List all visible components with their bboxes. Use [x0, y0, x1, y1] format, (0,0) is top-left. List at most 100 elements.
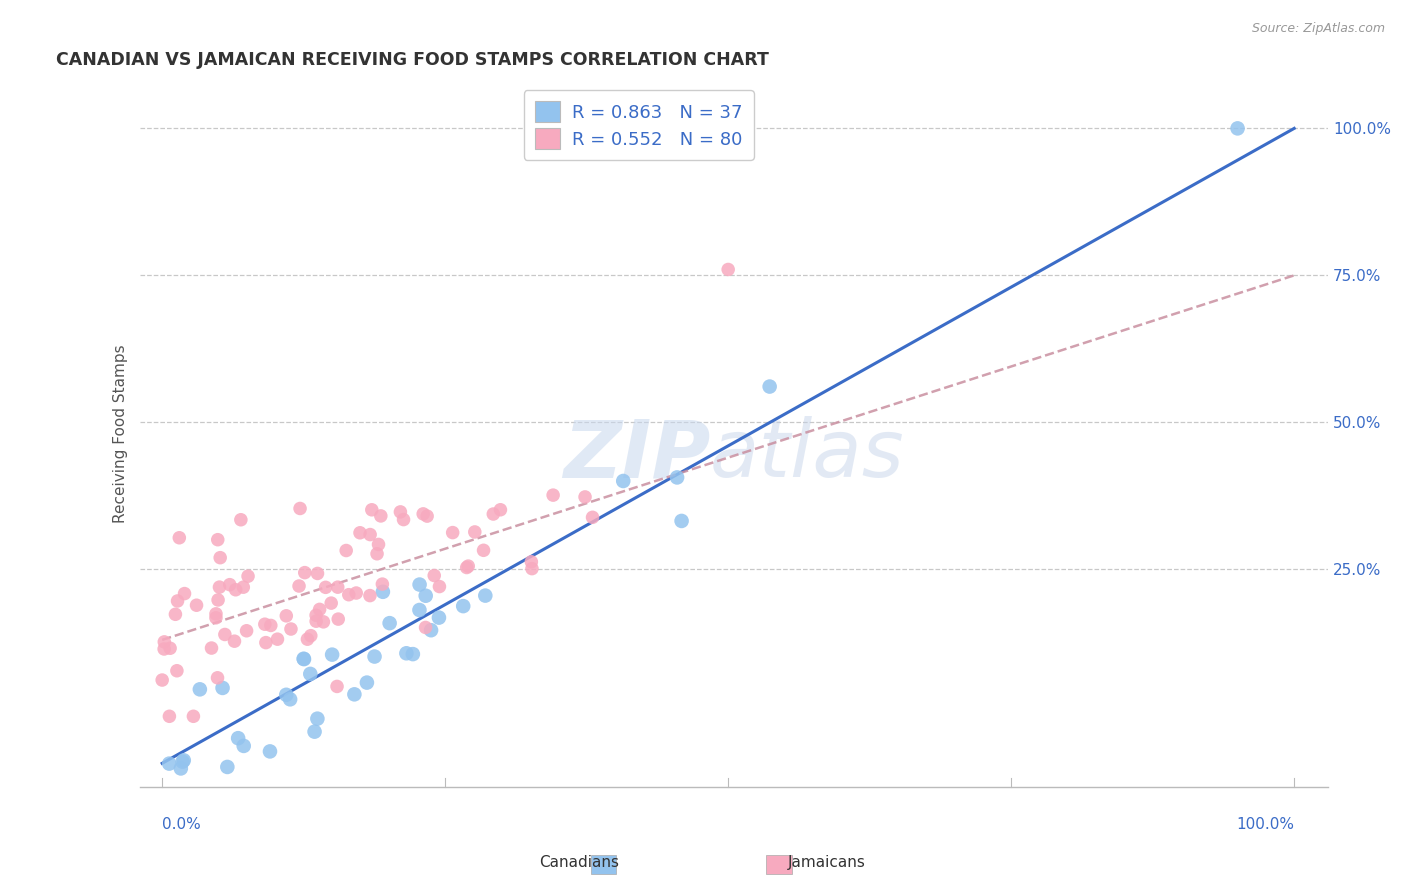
Point [451, 599, 474, 613]
Point [209, 550, 232, 565]
Point [456, 560, 478, 574]
Point [366, 547, 388, 561]
Point [236, 569, 259, 583]
Point [343, 687, 366, 701]
Point [280, 622, 302, 636]
Point [489, 502, 512, 516]
Point [214, 627, 236, 641]
Point [260, 618, 283, 632]
Point [441, 525, 464, 540]
Point [217, 760, 239, 774]
Point [188, 682, 211, 697]
Point [402, 647, 425, 661]
Point [205, 607, 228, 621]
Point [408, 603, 430, 617]
Point [349, 525, 371, 540]
Point [173, 753, 195, 767]
Point [166, 594, 188, 608]
Point [288, 501, 311, 516]
Point [415, 589, 437, 603]
Point [299, 667, 322, 681]
Point [200, 641, 222, 656]
Point [224, 634, 246, 648]
Point [321, 648, 343, 662]
Point [207, 671, 229, 685]
Point [423, 568, 446, 582]
Point [429, 580, 451, 594]
Point [254, 635, 277, 649]
Point [157, 709, 180, 723]
Point [371, 577, 394, 591]
Point [165, 607, 187, 622]
Point [359, 589, 381, 603]
Point [367, 537, 389, 551]
Text: ZIP: ZIP [562, 417, 710, 494]
Point [420, 624, 443, 638]
Y-axis label: Receiving Food Stamps: Receiving Food Stamps [114, 345, 128, 524]
Point [328, 612, 350, 626]
Point [359, 527, 381, 541]
Text: Source: ZipAtlas.com: Source: ZipAtlas.com [1251, 22, 1385, 36]
Point [370, 508, 392, 523]
Point [232, 580, 254, 594]
Point [335, 543, 357, 558]
Point [326, 580, 349, 594]
Point [292, 652, 315, 666]
Text: 100.0%: 100.0% [1236, 817, 1294, 832]
Point [205, 611, 228, 625]
Point [472, 543, 495, 558]
Point [288, 579, 311, 593]
Text: Jamaicans: Jamaicans [787, 855, 865, 870]
Point [157, 756, 180, 771]
Point [541, 488, 564, 502]
Point [299, 629, 322, 643]
Point [232, 739, 254, 753]
Point [159, 641, 181, 656]
Point [482, 507, 505, 521]
Point [457, 559, 479, 574]
Point [235, 624, 257, 638]
Point [276, 608, 298, 623]
Text: 0.0%: 0.0% [162, 817, 201, 832]
Point [169, 531, 191, 545]
Point [153, 635, 176, 649]
Point [166, 664, 188, 678]
Point [312, 615, 335, 629]
Point [392, 512, 415, 526]
Point [389, 505, 412, 519]
Point [671, 514, 693, 528]
Point [308, 602, 330, 616]
Point [520, 561, 543, 575]
Point [1226, 121, 1249, 136]
Point [186, 599, 208, 613]
Point [207, 593, 229, 607]
Point [717, 262, 740, 277]
Point [412, 507, 434, 521]
Point [150, 673, 173, 687]
Legend: R = 0.863   N = 37, R = 0.552   N = 80: R = 0.863 N = 37, R = 0.552 N = 80 [523, 90, 754, 160]
Point [276, 688, 298, 702]
Point [292, 652, 315, 666]
Point [360, 503, 382, 517]
Point [297, 632, 319, 647]
Point [173, 586, 195, 600]
Point [266, 632, 288, 647]
Point [416, 509, 439, 524]
Point [321, 596, 343, 610]
Point [208, 580, 231, 594]
Point [315, 580, 337, 594]
Text: CANADIAN VS JAMAICAN RECEIVING FOOD STAMPS CORRELATION CHART: CANADIAN VS JAMAICAN RECEIVING FOOD STAM… [56, 51, 769, 69]
Point [395, 646, 418, 660]
Point [170, 761, 193, 775]
Point [337, 588, 360, 602]
Point [758, 379, 780, 393]
Point [207, 533, 229, 547]
Point [356, 675, 378, 690]
Text: atlas: atlas [710, 417, 905, 494]
Point [305, 608, 328, 623]
Point [520, 555, 543, 569]
Point [307, 712, 329, 726]
Point [218, 577, 240, 591]
Point [363, 649, 385, 664]
Point [183, 709, 205, 723]
